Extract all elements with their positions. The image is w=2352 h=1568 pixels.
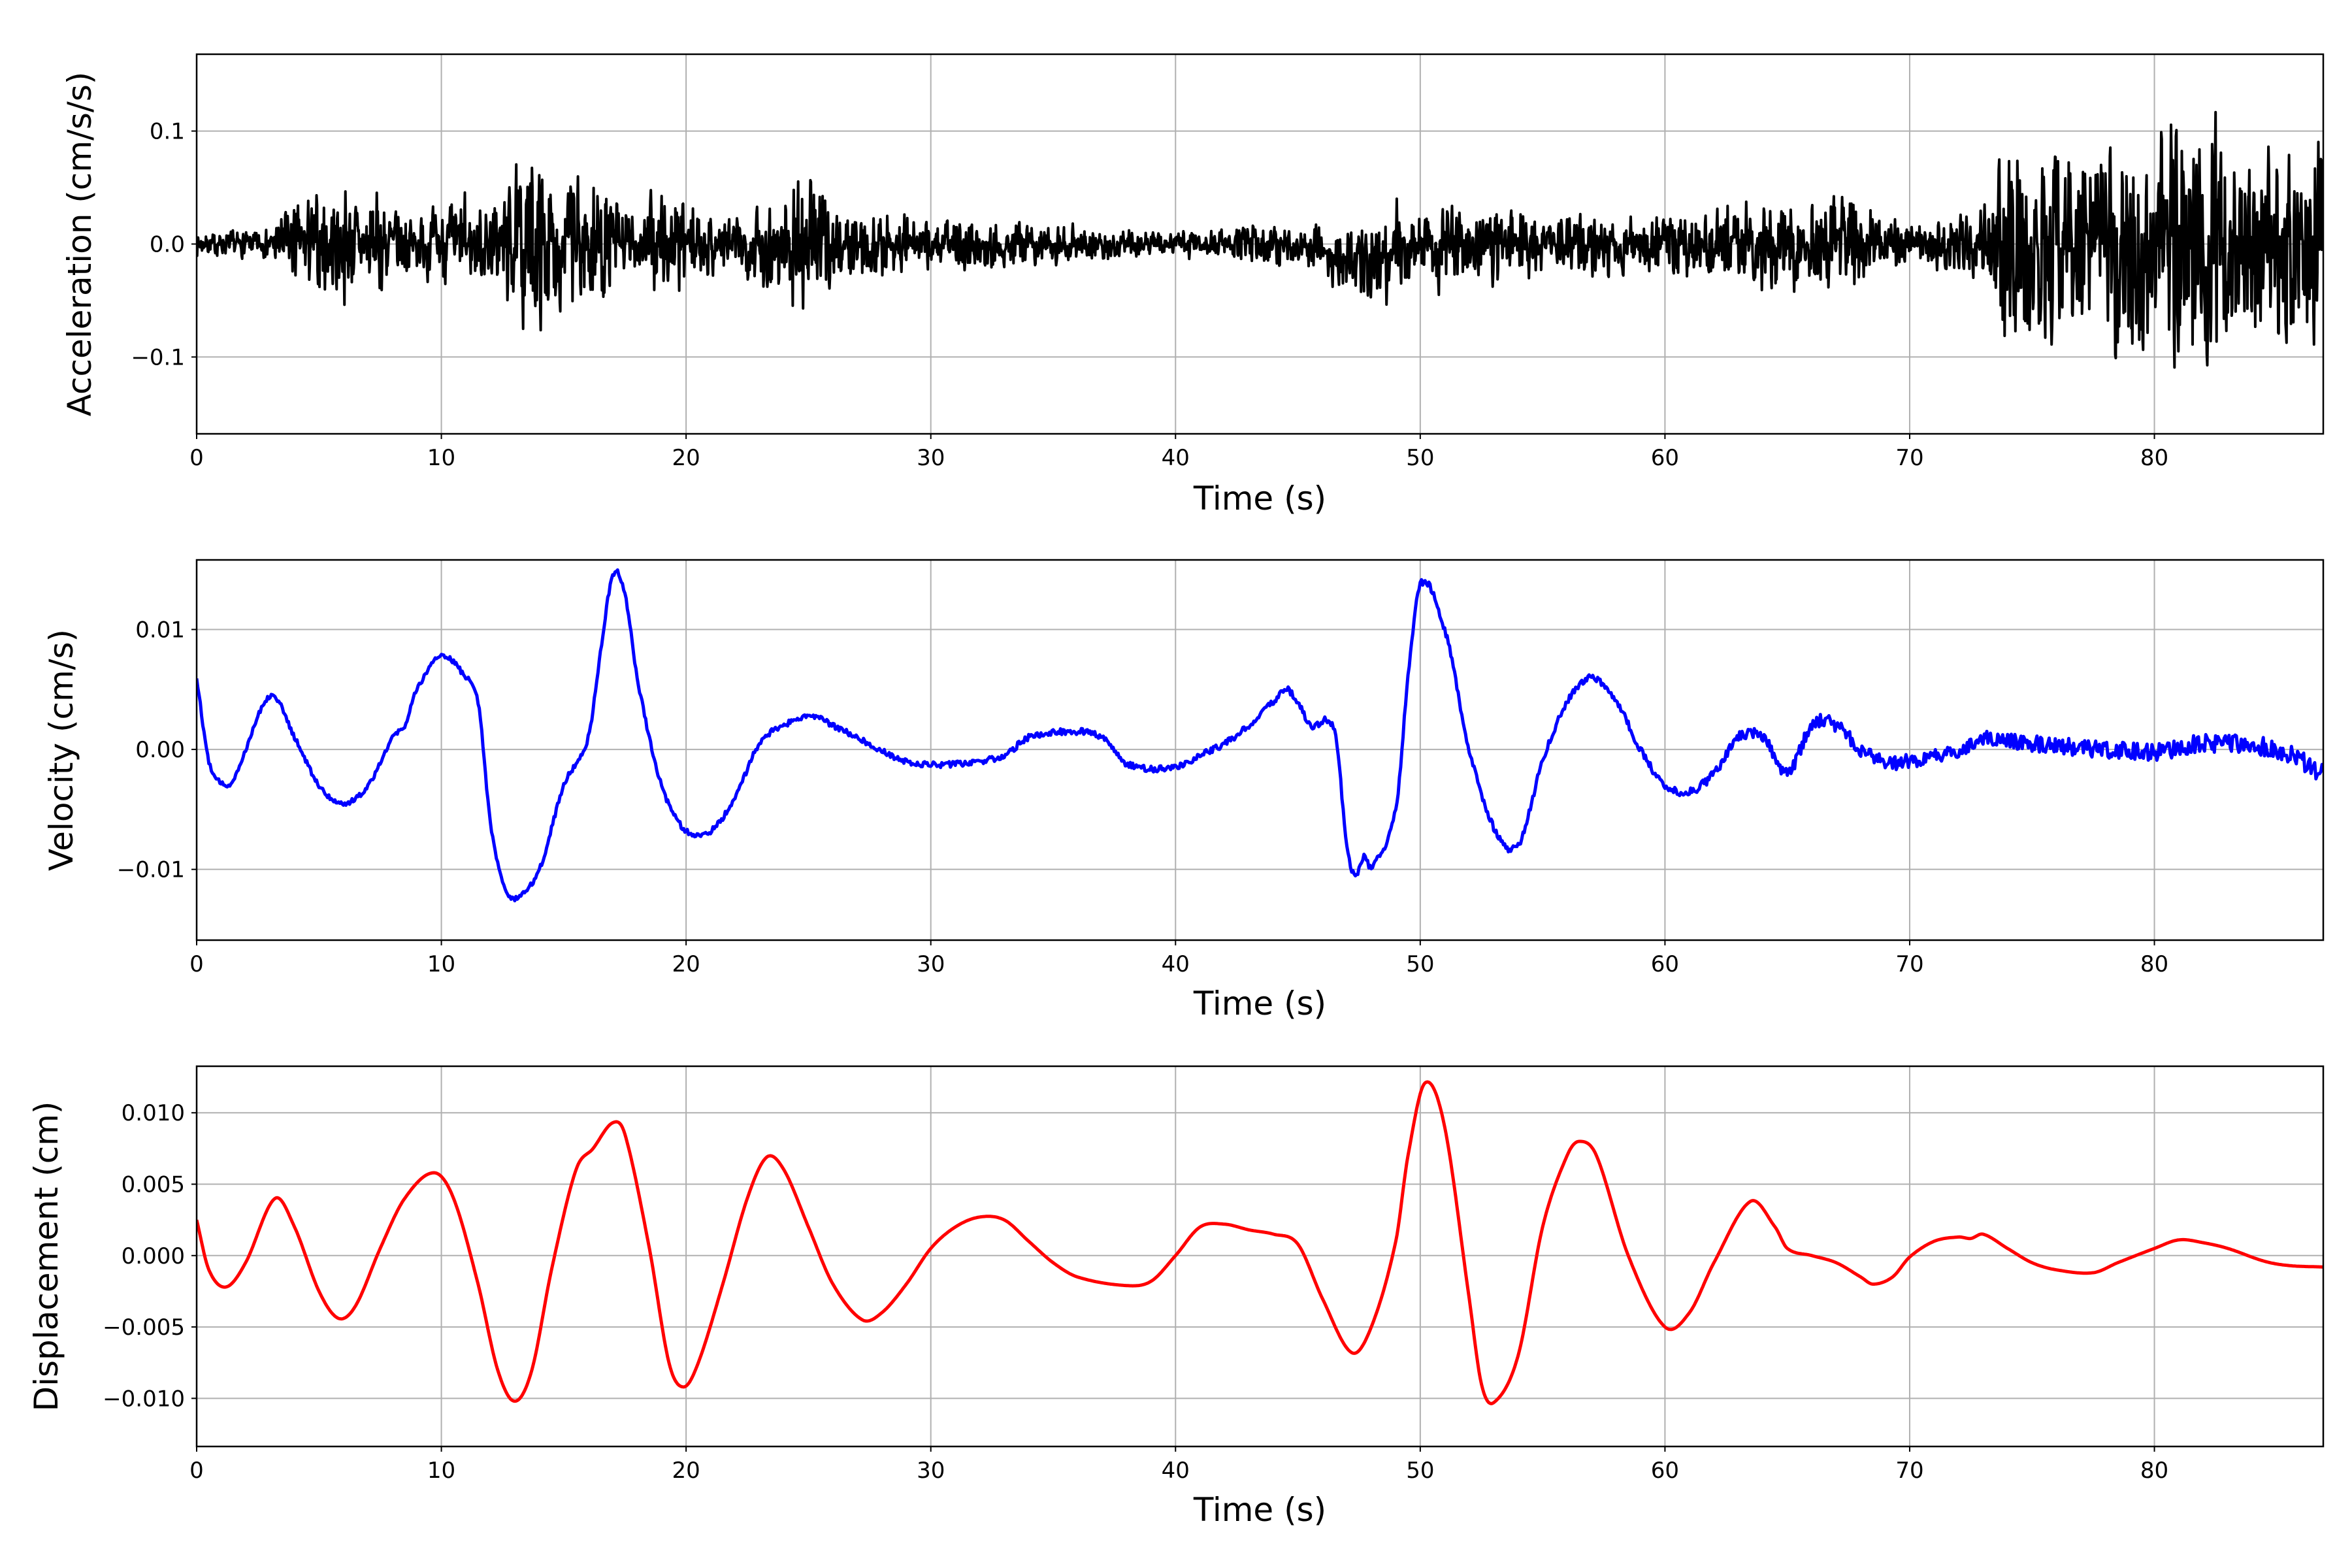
x-tick-label: 60 [1651, 951, 1679, 977]
acceleration-panel: 0 10 20 30 40 50 60 70 80 −0.1 0.0 0.1 Time (s) Accel… [61, 53, 2325, 517]
x-tick-label: 10 [427, 951, 455, 977]
x-tick-label: 0 [189, 445, 204, 471]
y-tick-label: 0.01 [135, 617, 185, 643]
x-tick-label: 20 [672, 445, 700, 471]
velocity-series-line [197, 568, 2323, 903]
x-axis-label: Time (s) [1193, 480, 1326, 517]
x-tick-label: 70 [1895, 445, 1923, 471]
x-tick-label: 30 [917, 445, 945, 471]
y-tick-label: 0.1 [150, 119, 185, 145]
y-axis-label: Velocity (cm/s) [42, 629, 80, 871]
x-tick-label: 30 [917, 1458, 945, 1484]
x-tick-label: 70 [1895, 951, 1923, 977]
x-tick-label: 40 [1162, 951, 1190, 977]
x-tick-label: 80 [2140, 445, 2168, 471]
y-tick-label: −0.1 [131, 344, 185, 370]
x-tick-label: 10 [427, 1458, 455, 1484]
x-tick-label: 0 [189, 1458, 204, 1484]
x-tick-label: 60 [1651, 445, 1679, 471]
x-tick-label: 0 [189, 951, 204, 977]
x-tick-label: 30 [917, 951, 945, 977]
y-axis-label: Displacement (cm) [27, 1102, 65, 1412]
x-tick-label: 80 [2140, 1458, 2168, 1484]
y-axis-label: Acceleration (cm/s/s) [61, 72, 99, 417]
x-tick-label: 40 [1162, 1458, 1190, 1484]
y-tick-label: 0.010 [122, 1100, 185, 1126]
x-axis-label: Time (s) [1193, 985, 1326, 1022]
x-tick-label: 70 [1895, 1458, 1923, 1484]
x-tick-label: 10 [427, 445, 455, 471]
axes-frame [195, 1065, 2325, 1448]
velocity-panel: 0 10 20 30 40 50 60 70 80 −0.01 0.00 0.01 Time (s) Ve… [42, 559, 2325, 1022]
x-tick-label: 20 [672, 951, 700, 977]
x-tick-label: 50 [1406, 1458, 1434, 1484]
x-tick-label: 50 [1406, 445, 1434, 471]
y-tick-label: 0.005 [122, 1172, 185, 1198]
x-tick-label: 20 [672, 1458, 700, 1484]
y-tick-label: −0.010 [103, 1386, 185, 1412]
x-tick-label: 50 [1406, 951, 1434, 977]
y-tick-label: 0.0 [150, 232, 185, 258]
y-tick-label: −0.01 [117, 857, 185, 883]
acceleration-series-line [197, 110, 2323, 369]
axes-frame [195, 53, 2325, 435]
axes-frame [195, 559, 2325, 941]
y-tick-label: 0.00 [135, 737, 185, 763]
x-tick-label: 60 [1651, 1458, 1679, 1484]
x-tick-label: 80 [2140, 951, 2168, 977]
displacement-series-line [197, 1080, 2323, 1405]
y-tick-label: 0.000 [122, 1243, 185, 1269]
x-axis-label: Time (s) [1193, 1491, 1326, 1529]
y-tick-label: −0.005 [103, 1315, 185, 1341]
displacement-panel: 0 10 20 30 40 50 60 70 80 −0.010 −0.005 0.000 0.005 0… [27, 1065, 2325, 1529]
x-tick-label: 40 [1162, 445, 1190, 471]
